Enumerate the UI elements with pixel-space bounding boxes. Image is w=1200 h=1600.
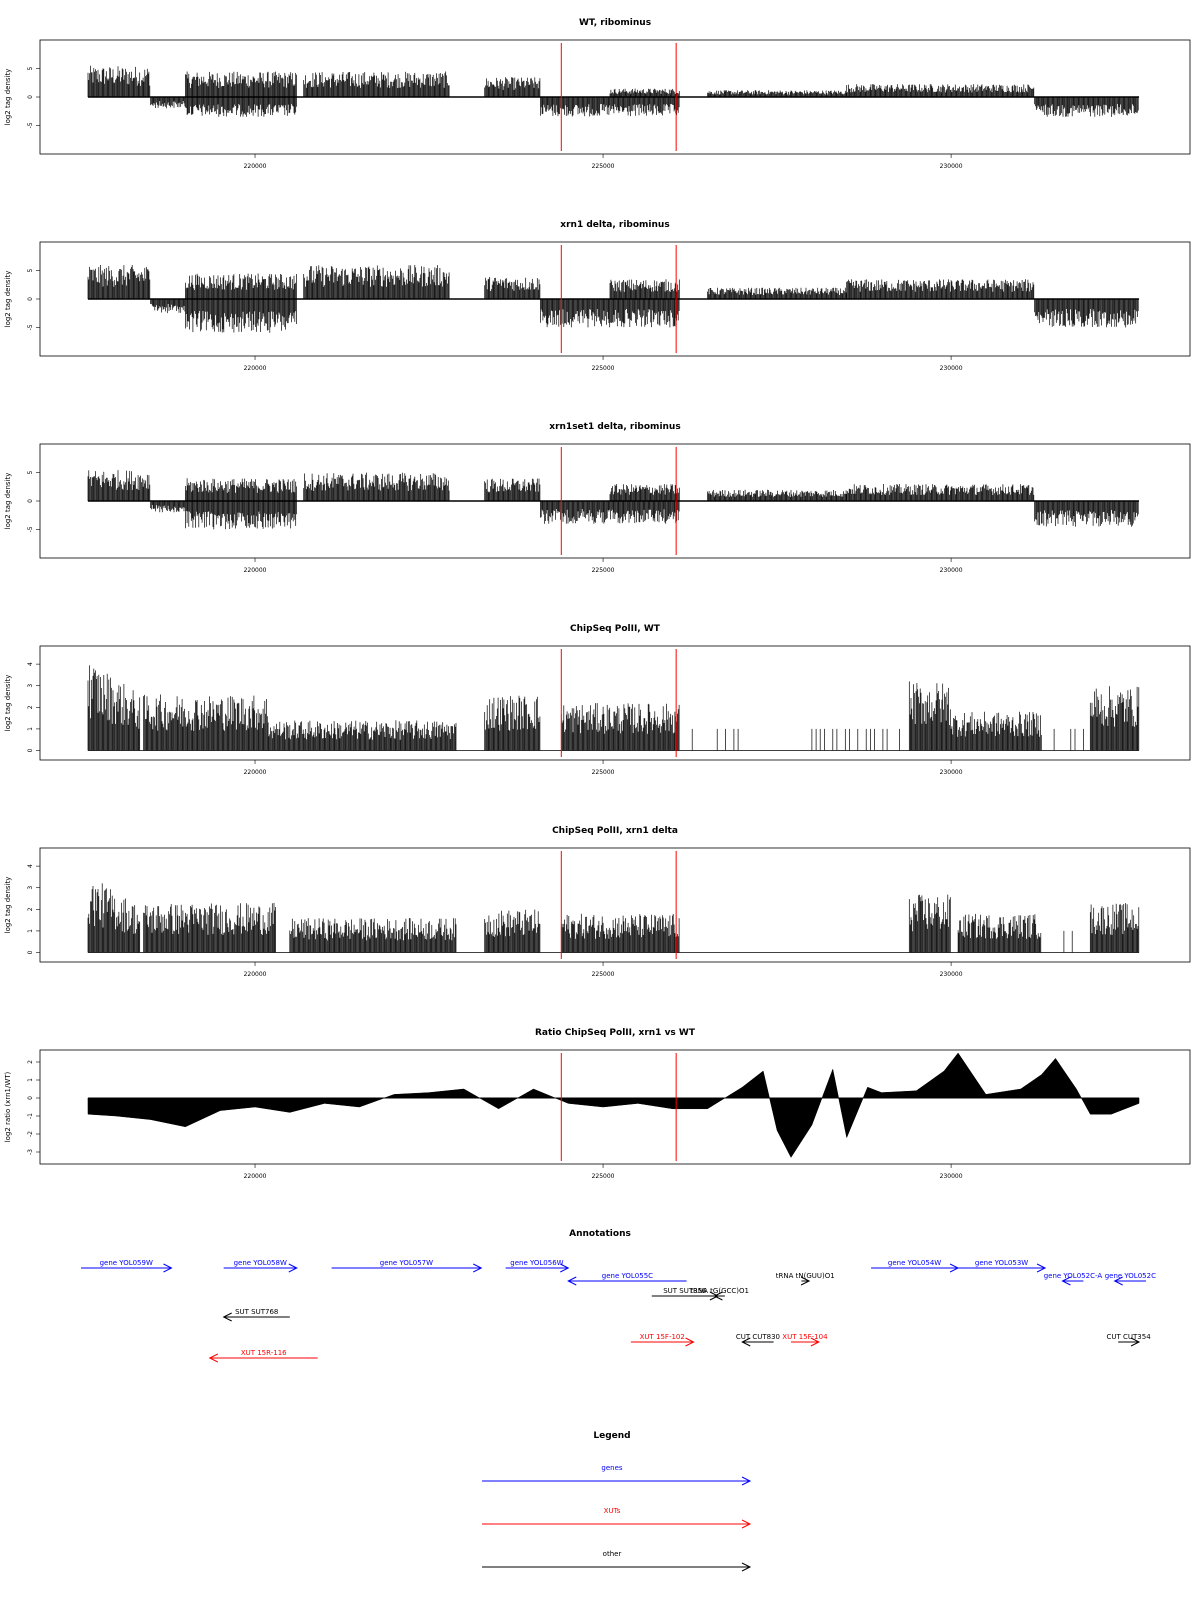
series — [87, 470, 1140, 530]
x-tick-label: 225000 — [592, 163, 615, 170]
series — [87, 265, 1140, 333]
y-tick-label: 0 — [27, 748, 34, 752]
x-tick-label: 220000 — [244, 163, 267, 170]
x-tick-label: 230000 — [940, 163, 963, 170]
y-tick-label: 1 — [27, 727, 34, 731]
panel-title: WT, ribominus — [579, 18, 651, 28]
x-tick-label: 220000 — [244, 365, 267, 372]
y-tick-label: 0 — [27, 499, 34, 503]
x-tick-label: 225000 — [592, 567, 615, 574]
x-tick-label: 225000 — [592, 365, 615, 372]
x-tick-label: 220000 — [244, 567, 267, 574]
y-tick-label: 3 — [27, 684, 34, 688]
track-panel-2: xrn1 delta, ribominus log2 tag density -5 0… — [4, 220, 1191, 372]
panel-title: ChipSeq PolII, WT — [570, 624, 661, 634]
y-tick-label: 5 — [27, 66, 34, 70]
y-tick-label: 5 — [27, 470, 34, 474]
y-tick-label: 0 — [27, 95, 34, 99]
series — [87, 665, 1140, 751]
panel-title: xrn1set1 delta, ribominus — [549, 422, 680, 432]
x-tick-label: 230000 — [940, 567, 963, 574]
series — [87, 65, 1140, 117]
x-tick-label: 230000 — [940, 769, 963, 776]
y-tick-label: 5 — [27, 268, 34, 272]
track-panel-1: WT, ribominus log2 tag density -5 0 5 220000 2… — [4, 18, 1191, 170]
y-tick-label: -5 — [27, 324, 34, 330]
y-axis-label: log2 tag density — [4, 271, 12, 328]
y-tick-label: -5 — [27, 122, 34, 128]
track-panels: WT, ribominus log2 tag density -5 0 5 220000 2… — [4, 18, 1191, 1180]
track-panel-3: xrn1set1 delta, ribominus log2 tag densit… — [4, 422, 1191, 574]
x-tick-label: 230000 — [940, 365, 963, 372]
y-tick-label: 4 — [27, 662, 34, 666]
y-axis-label: log2 tag density — [4, 69, 12, 126]
y-tick-label: -5 — [27, 526, 34, 532]
y-axis-label: log2 tag density — [4, 473, 12, 530]
y-axis-label: log2 tag density — [4, 675, 12, 732]
panel-title: xrn1 delta, ribominus — [560, 220, 669, 230]
x-tick-label: 225000 — [592, 769, 615, 776]
x-tick-label: 220000 — [244, 769, 267, 776]
y-tick-label: 2 — [27, 705, 34, 709]
y-tick-label: 0 — [27, 297, 34, 301]
track-panel-4: ChipSeq PolII, WT log2 tag density 0 1 2 3 4 22… — [4, 624, 1191, 776]
panel-frame — [39, 645, 1191, 761]
